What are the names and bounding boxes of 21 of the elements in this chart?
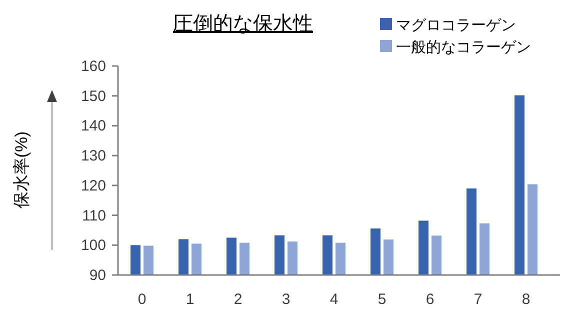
y-tick-label: 90 [89,267,106,284]
x-tick-label: 6 [426,291,434,308]
legend-label: マグロコラーゲン [396,17,516,34]
y-tick-label: 150 [80,88,106,105]
x-tick-label: 7 [474,291,482,308]
x-tick-label: 4 [330,291,338,308]
y-tick-label: 140 [80,118,106,135]
chart-title: 圧倒的な保水性 [173,13,313,35]
x-tick-label: 2 [234,291,242,308]
x-tick-label: 8 [522,291,530,308]
y-tick-label: 100 [80,237,106,254]
x-tick-label: 1 [186,291,194,308]
y-tick-label: 130 [80,148,106,165]
legend-label: 一般的なコラーゲン [396,39,531,56]
y-axis-title: 保水率(%) [12,131,31,209]
y-tick-label: 160 [80,58,106,75]
y-tick-label: 120 [80,177,106,194]
x-tick-label: 3 [282,291,290,308]
y-tick-label: 110 [82,207,106,224]
x-tick-label: 5 [378,291,386,308]
x-tick-label: 0 [138,291,146,308]
